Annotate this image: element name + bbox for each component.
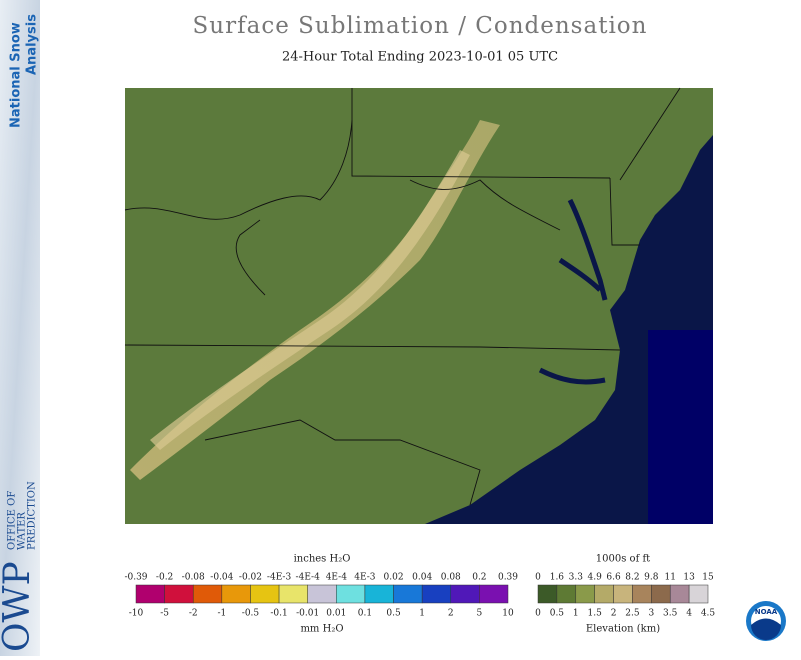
legend-label: 2: [448, 609, 454, 619]
legend-label: 15: [702, 573, 714, 583]
legend-label: 4E-4: [326, 573, 348, 583]
legend-label: 0: [535, 609, 541, 619]
sidebar-office: PREDICTION: [27, 481, 38, 550]
legend-swatch: [688, 584, 709, 604]
legend-swatch: [651, 584, 671, 604]
legend-label: 11: [664, 573, 675, 583]
legend-label: -4E-3: [267, 573, 292, 583]
legend-label: 5: [477, 609, 483, 619]
legend-label: 4: [686, 609, 692, 619]
legend-label: -0.1: [270, 609, 287, 619]
legend-label: 2.5: [625, 609, 640, 619]
legend-label: 0.39: [498, 573, 518, 583]
legend-label: 0.5: [386, 609, 401, 619]
legend-label: 6.6: [606, 573, 621, 583]
legend-label: -0.39: [124, 573, 147, 583]
legend-swatch: [575, 584, 595, 604]
legend-swatch: [537, 584, 558, 604]
legend-swatch: [192, 584, 223, 604]
sidebar: [0, 0, 40, 656]
legend-label: 4.5: [701, 609, 716, 619]
legend-swatch: [632, 584, 652, 604]
legend-label: -0.2: [156, 573, 173, 583]
legend-label: -0.01: [296, 609, 319, 619]
legend-swatch: [613, 584, 633, 604]
sidebar-office: OFFICE OF: [7, 491, 18, 550]
legend-label: 0.01: [326, 609, 346, 619]
legend-label: 1: [573, 609, 579, 619]
legend-label: 3: [648, 609, 654, 619]
noaa-badge: NOAA: [746, 601, 786, 641]
legend-label: 2: [611, 609, 617, 619]
legend-label: 1: [419, 609, 425, 619]
legend-title: mm H₂O: [300, 624, 343, 635]
legend-label: 3.3: [569, 573, 584, 583]
subtitle: 24-Hour Total Ending 2023-10-01 05 UTC: [282, 50, 558, 65]
legend-label: -0.04: [210, 573, 233, 583]
legend-label: 4E-3: [354, 573, 376, 583]
legend-swatch: [164, 584, 194, 604]
legend-label: 0.5: [550, 609, 565, 619]
legend-label: -1: [217, 609, 226, 619]
legend-label: 10: [502, 609, 514, 619]
legend-label: -4E-4: [296, 573, 321, 583]
legend-label: 0.2: [472, 573, 486, 583]
legend-label: 0.04: [412, 573, 432, 583]
legend-swatch: [278, 584, 308, 604]
legend-title: Elevation (km): [586, 624, 660, 635]
legend-label: -0.5: [242, 609, 260, 619]
legend-label: 1.5: [588, 609, 603, 619]
sidebar-title: National Snow: [9, 22, 24, 128]
legend-label: 9.8: [644, 573, 659, 583]
sidebar-office: WATER: [17, 512, 28, 550]
legend-title: inches H₂O: [294, 554, 351, 565]
legend-label: 4.9: [588, 573, 603, 583]
legend-swatch: [364, 584, 394, 604]
legend-swatch: [250, 584, 280, 604]
legend-title: 1000s of ft: [596, 554, 650, 565]
legend-swatch: [336, 584, 366, 604]
legend-label: 8.2: [625, 573, 639, 583]
legend-label: -10: [129, 609, 144, 619]
legend-label: -2: [189, 609, 198, 619]
legend-label: 1.6: [550, 573, 565, 583]
legend-swatch: [594, 584, 614, 604]
legend-label: 0.1: [358, 609, 372, 619]
legend-label: 0.02: [384, 573, 404, 583]
map: [124, 87, 713, 524]
legend-label: -0.08: [182, 573, 205, 583]
legend-swatch: [421, 584, 452, 604]
legend-swatch: [450, 584, 480, 604]
legend-label: -0.02: [239, 573, 262, 583]
title: Surface Sublimation / Condensation: [193, 13, 648, 39]
legend-swatch: [669, 584, 690, 604]
legend-label: 0: [535, 573, 541, 583]
legend-label: 3.5: [663, 609, 678, 619]
legend-swatch: [479, 584, 509, 604]
sidebar-title: Analysis: [25, 14, 40, 75]
sidebar-logo: OWP: [0, 561, 38, 652]
legend-label: 13: [683, 573, 695, 583]
legend-swatch: [307, 584, 337, 604]
legend-swatch: [221, 584, 251, 604]
badge-text: NOAA: [755, 608, 778, 616]
legend-swatch: [556, 584, 577, 604]
legend-swatch: [135, 584, 165, 604]
legend-label: 0.08: [441, 573, 461, 583]
legend-label: -5: [160, 609, 169, 619]
legend-swatch: [393, 584, 423, 604]
